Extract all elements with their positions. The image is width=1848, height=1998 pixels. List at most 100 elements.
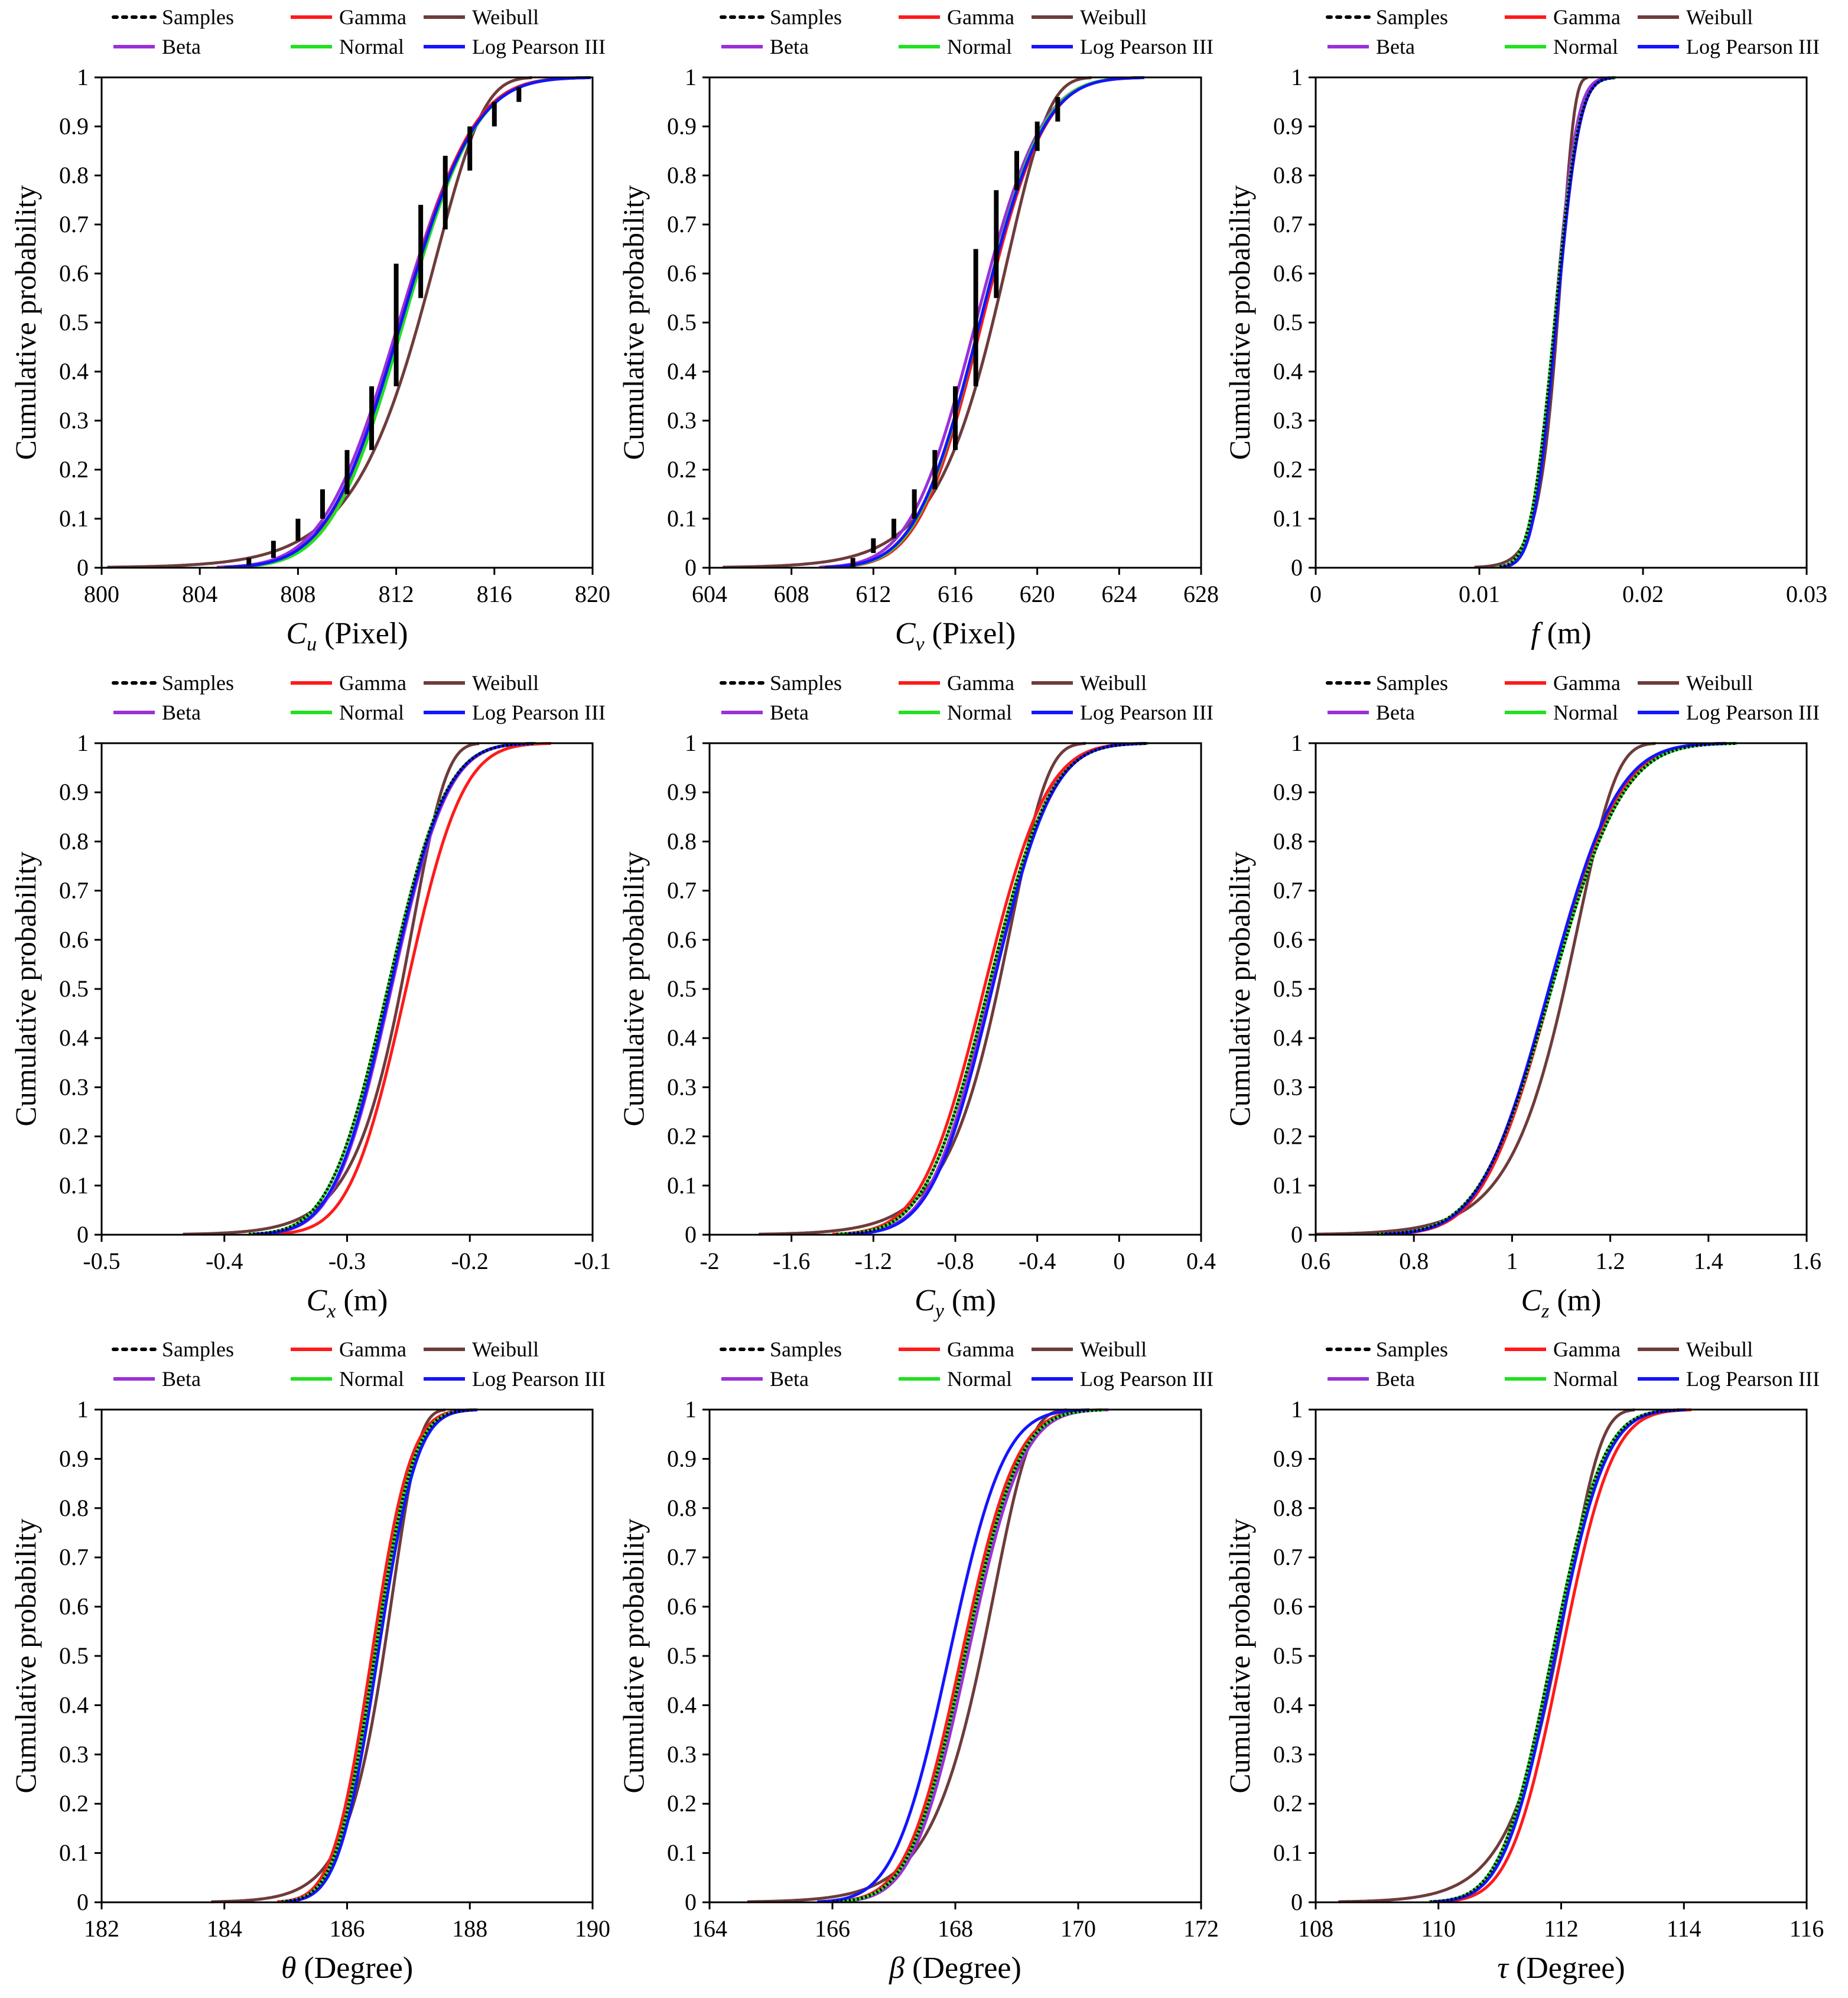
curve-normal (1378, 741, 1737, 1236)
y-tick-label: 0.2 (667, 1123, 697, 1150)
legend-label-weibull: Weibull (1686, 671, 1753, 695)
x-tick-label: 114 (1667, 1915, 1701, 1942)
legend-label-samples: Samples (770, 1338, 842, 1361)
curve-lp3 (847, 741, 1147, 1236)
curve-weibull (723, 76, 1092, 569)
curve-normal (828, 76, 1141, 569)
legend-label-normal: Normal (1553, 701, 1618, 724)
x-tick-label: -0.4 (206, 1248, 243, 1274)
x-tick-label: 816 (477, 581, 512, 607)
x-axis-symbol: C (915, 1284, 936, 1317)
x-tick-label: 166 (815, 1915, 850, 1942)
y-tick-label: 0.2 (1273, 1790, 1303, 1817)
curve-beta (1384, 741, 1726, 1236)
y-tick-label: 0.6 (59, 926, 89, 953)
legend-label-weibull: Weibull (1686, 1338, 1753, 1361)
y-tick-label: 0.8 (59, 828, 89, 854)
y-tick-label: 0.8 (667, 828, 697, 854)
y-tick-label: 0.1 (59, 1172, 89, 1199)
x-tick-label: 0.01 (1459, 581, 1500, 607)
y-tick-label: 0.6 (1273, 260, 1303, 287)
y-tick-label: 0 (1291, 554, 1303, 581)
x-axis-title: Cx (m) (307, 1284, 388, 1322)
x-tick-label: 1.6 (1792, 1248, 1821, 1274)
x-axis-title: Cu (Pixel) (286, 617, 408, 655)
y-tick-label: 0.7 (59, 1544, 89, 1570)
curve-samples (1430, 1408, 1680, 1903)
y-tick-label: 0 (1291, 1889, 1303, 1915)
legend-label-weibull: Weibull (1686, 5, 1753, 29)
y-tick-label: 0.6 (667, 260, 697, 287)
y-tick-label: 0 (77, 554, 89, 581)
y-tick-label: 0.5 (667, 1642, 697, 1669)
curve-weibull (747, 1408, 1067, 1903)
x-tick-label: -0.1 (574, 1248, 611, 1274)
legend-label-lp3: Log Pearson III (1080, 1367, 1213, 1391)
curve-normal (230, 76, 589, 569)
legend-label-beta: Beta (162, 35, 201, 58)
y-tick-label: 0.7 (1273, 877, 1303, 904)
legend-label-gamma: Gamma (947, 671, 1014, 695)
y-tick-label: 0.2 (1273, 1123, 1303, 1150)
plot-frame (708, 76, 1202, 569)
y-tick-label: 0.2 (59, 1123, 89, 1150)
legend-label-weibull: Weibull (1080, 5, 1147, 29)
x-axis-symbol: C (895, 617, 916, 650)
x-axis-symbol: C (1521, 1284, 1542, 1317)
y-tick-label: 0 (77, 1221, 89, 1248)
legend-label-weibull: Weibull (1080, 1338, 1147, 1361)
x-tick-label: -1.6 (773, 1248, 810, 1274)
x-tick-label: 0.02 (1622, 581, 1664, 607)
y-tick-label: 0.1 (667, 1172, 697, 1199)
x-tick-label: 624 (1101, 581, 1137, 607)
x-axis-symbol: C (307, 1284, 328, 1317)
x-axis-unit: (m) (336, 1284, 388, 1317)
y-tick-label: 0.8 (1273, 162, 1303, 188)
x-axis-unit: (m) (944, 1284, 996, 1317)
curve-lp3 (817, 1408, 1090, 1903)
x-tick-label: 108 (1298, 1915, 1333, 1942)
x-axis-subscript: x (326, 1300, 336, 1322)
legend-label-beta: Beta (162, 1367, 201, 1391)
y-tick-label: 0 (685, 554, 697, 581)
x-tick-label: 184 (207, 1915, 242, 1942)
x-axis-subscript: v (916, 633, 925, 655)
x-tick-label: -1.2 (855, 1248, 892, 1274)
y-tick-label: 0.1 (1273, 1840, 1303, 1866)
x-axis-title: β (Degree) (889, 1951, 1021, 1985)
x-axis-subscript: z (1541, 1300, 1549, 1322)
x-axis-subscript: u (307, 633, 317, 655)
curve-beta (256, 741, 536, 1236)
y-tick-label: 0.5 (667, 975, 697, 1002)
y-tick-label: 0.1 (59, 505, 89, 532)
y-tick-label: 0.8 (667, 162, 697, 188)
y-tick-label: 1 (1291, 1396, 1303, 1423)
legend-label-samples: Samples (770, 5, 842, 29)
x-axis-unit: (m) (1549, 1284, 1601, 1317)
x-axis-unit: (Degree) (1508, 1951, 1625, 1985)
x-tick-label: 164 (692, 1915, 727, 1942)
curve-gamma (277, 1408, 472, 1903)
curve-weibull (107, 76, 532, 569)
y-tick-label: 0.4 (59, 1691, 89, 1718)
legend-label-normal: Normal (947, 1367, 1012, 1391)
panel-cu: Samples Gamma Weibull Beta Normal Log Pearson… (9, 5, 610, 655)
y-tick-label: 0.5 (667, 309, 697, 336)
plot-frame (708, 742, 1202, 1236)
y-tick-label: 0.4 (59, 358, 89, 385)
legend-label-lp3: Log Pearson III (1080, 701, 1213, 724)
x-axis-unit: (Pixel) (925, 617, 1016, 650)
y-tick-label: 0.3 (59, 1073, 89, 1100)
panel-cv: Samples Gamma Weibull Beta Normal Log Pearson… (617, 5, 1219, 655)
y-tick-label: 0.2 (1273, 456, 1303, 483)
x-axis-title: τ (Degree) (1497, 1951, 1625, 1985)
y-tick-label: 1 (685, 1396, 697, 1423)
curve-gamma (830, 76, 1143, 569)
legend-label-beta: Beta (770, 35, 809, 58)
panel-beta: Samples Gamma Weibull Beta Normal Log Pearson… (617, 1338, 1219, 1985)
y-tick-label: 0.6 (667, 926, 697, 953)
plot-frame (1315, 742, 1808, 1236)
y-axis-title: Cumulative probability (9, 1518, 42, 1793)
x-tick-label: 808 (280, 581, 315, 607)
y-tick-label: 0.4 (1273, 1024, 1303, 1051)
